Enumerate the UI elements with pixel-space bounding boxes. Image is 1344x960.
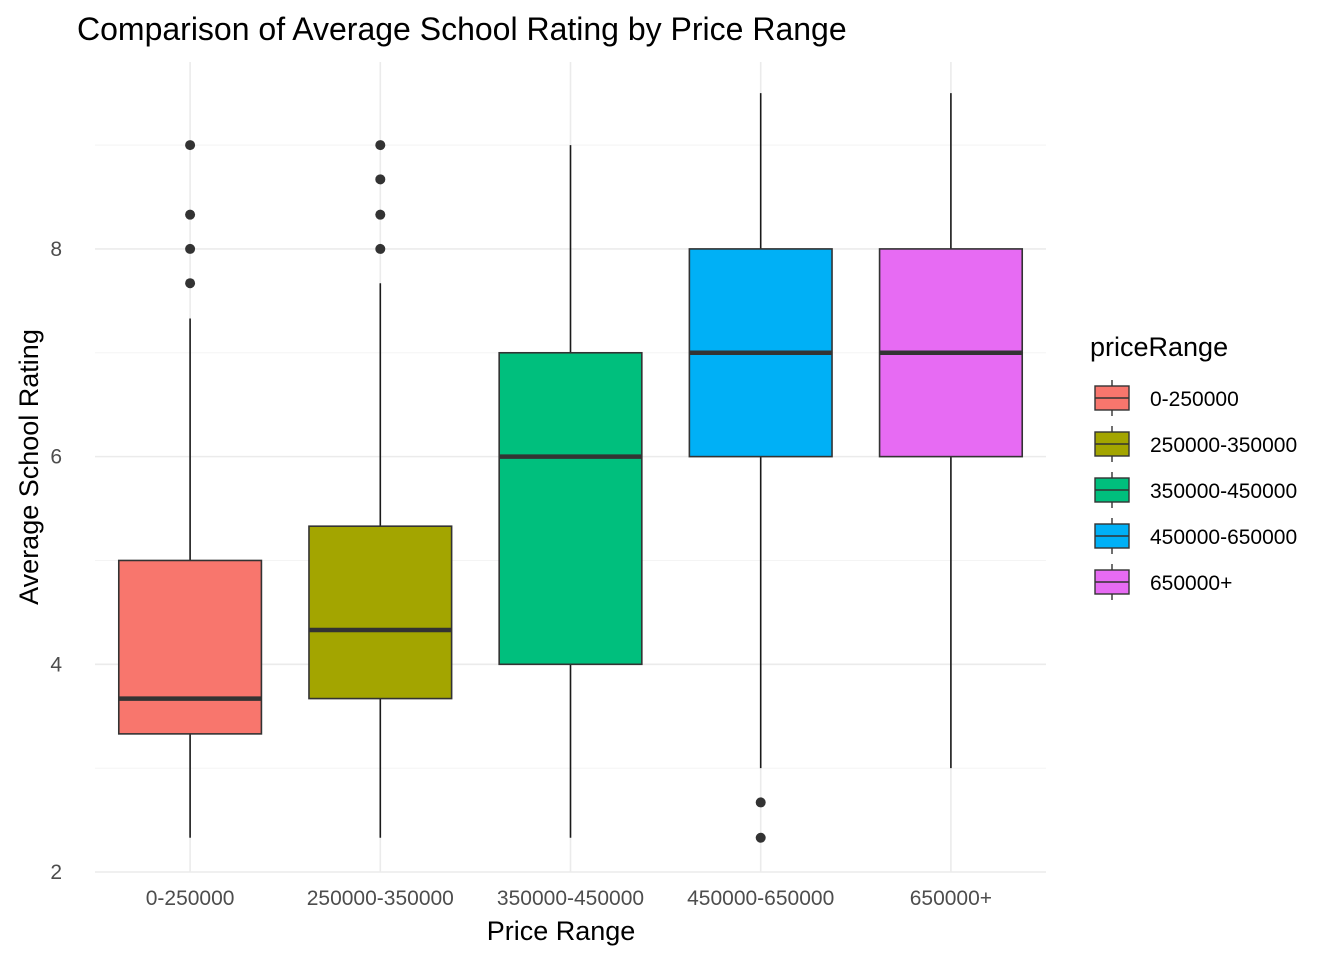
legend-label: 350000-450000 bbox=[1150, 480, 1297, 503]
box-4 bbox=[688, 93, 833, 843]
chart-title: Comparison of Average School Rating by P… bbox=[77, 11, 847, 47]
x-tick-label: 250000-350000 bbox=[307, 887, 454, 910]
x-tick-label: 650000+ bbox=[910, 887, 992, 910]
legend-label: 450000-650000 bbox=[1150, 526, 1297, 549]
outlier-point bbox=[185, 278, 196, 289]
x-axis-title: Price Range bbox=[487, 916, 636, 946]
outlier-point bbox=[755, 832, 766, 843]
outlier-point bbox=[375, 140, 386, 151]
x-tick-label: 350000-450000 bbox=[497, 887, 644, 910]
legend-label: 0-250000 bbox=[1150, 388, 1239, 411]
outlier-point bbox=[755, 797, 766, 808]
box-1 bbox=[117, 140, 263, 838]
y-axis: 2 4 6 8 bbox=[50, 238, 62, 884]
legend-item: 650000+ bbox=[1094, 564, 1232, 600]
legend-item: 350000-450000 bbox=[1094, 472, 1297, 508]
outlier-point bbox=[375, 209, 386, 220]
x-axis: 0-250000 250000-350000 350000-450000 450000… bbox=[146, 887, 992, 910]
y-axis-title: Average School Rating bbox=[14, 329, 44, 605]
box-3 bbox=[498, 145, 643, 838]
legend-item: 0-250000 bbox=[1094, 380, 1239, 416]
legend-item: 450000-650000 bbox=[1094, 518, 1297, 554]
outlier-point bbox=[375, 243, 386, 254]
plot-boxes bbox=[117, 93, 1024, 843]
box-iqr bbox=[308, 525, 453, 700]
legend-label: 250000-350000 bbox=[1150, 434, 1297, 457]
y-tick-label: 6 bbox=[50, 446, 62, 469]
x-tick-label: 0-250000 bbox=[146, 887, 235, 910]
legend-items: 0-250000 250000-350000 350000-450000 450000… bbox=[1094, 380, 1297, 600]
legend: priceRange 0-250000 250000-350000 350000-4… bbox=[1090, 332, 1297, 600]
outlier-point bbox=[375, 174, 386, 185]
x-tick-label: 450000-650000 bbox=[687, 887, 834, 910]
outlier-point bbox=[185, 209, 196, 220]
legend-label: 650000+ bbox=[1150, 572, 1232, 595]
y-tick-label: 8 bbox=[50, 238, 62, 261]
box-iqr bbox=[498, 351, 643, 666]
box-iqr bbox=[117, 559, 263, 735]
legend-item: 250000-350000 bbox=[1094, 426, 1297, 462]
y-tick-label: 4 bbox=[50, 653, 62, 676]
box-2 bbox=[308, 140, 453, 838]
box-5 bbox=[878, 93, 1024, 769]
outlier-point bbox=[185, 243, 196, 254]
legend-title: priceRange bbox=[1090, 332, 1228, 362]
y-tick-label: 2 bbox=[50, 861, 62, 884]
outlier-point bbox=[185, 140, 196, 151]
